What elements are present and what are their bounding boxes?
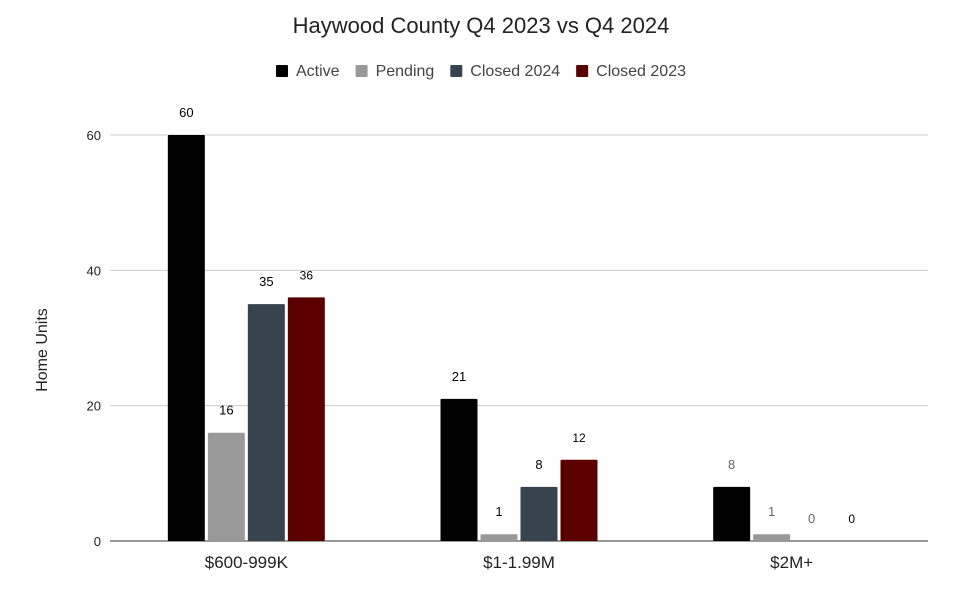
- data-label: 12: [572, 431, 586, 445]
- data-label: 8: [535, 457, 542, 472]
- data-label: 8: [728, 457, 735, 472]
- bar-active: [713, 486, 751, 541]
- data-label: 21: [452, 369, 466, 384]
- legend-label: Active: [296, 63, 340, 80]
- legend-item: Pending: [355, 63, 435, 80]
- bar-closed-2023: [287, 297, 325, 541]
- legend: Active Pending Closed 2024 Closed 2023: [276, 63, 686, 80]
- legend-swatch: [576, 65, 589, 77]
- bar-closed-2023: [560, 459, 598, 541]
- y-tick-label: 40: [87, 263, 101, 278]
- bar-pending: [480, 534, 518, 541]
- y-tick-label: 60: [87, 128, 101, 143]
- data-label: 1: [495, 504, 502, 519]
- x-tick-label: $600-999K: [205, 553, 289, 572]
- legend-item: Active: [276, 63, 340, 80]
- chart-title: Haywood County Q4 2023 vs Q4 2024: [293, 13, 670, 38]
- x-tick-label: $1-1.99M: [483, 553, 555, 572]
- legend-label: Closed 2024: [470, 63, 560, 80]
- legend-label: Pending: [376, 63, 435, 80]
- gridlines: [110, 134, 928, 542]
- data-label: 60: [179, 105, 193, 120]
- bar-pending: [207, 432, 245, 541]
- x-tick-label: $2M+: [770, 553, 813, 572]
- data-label: 16: [219, 403, 233, 418]
- y-axis-ticks: 0 20 40 60: [87, 128, 101, 549]
- bar-closed-2024: [520, 486, 558, 541]
- legend-swatch: [276, 65, 289, 77]
- data-label: 36: [300, 268, 314, 282]
- legend-item: Closed 2024: [450, 63, 560, 80]
- y-tick-label: 0: [94, 534, 101, 549]
- data-label: 0: [808, 511, 815, 526]
- y-axis-label: Home Units: [34, 308, 51, 392]
- bar-active: [167, 135, 205, 541]
- legend-swatch: [355, 65, 368, 77]
- legend-item: Closed 2023: [576, 63, 686, 80]
- bars: [167, 135, 791, 541]
- bar-closed-2024: [247, 304, 285, 541]
- data-label: 1: [768, 504, 775, 519]
- data-label: 35: [259, 274, 273, 289]
- y-tick-label: 20: [87, 399, 101, 414]
- bar-active: [440, 398, 478, 541]
- data-label: 0: [848, 512, 855, 526]
- legend-swatch: [450, 65, 463, 77]
- x-axis-ticks: $600-999K $1-1.99M $2M+: [205, 553, 813, 572]
- bar-pending: [753, 534, 791, 541]
- legend-label: Closed 2023: [596, 63, 686, 80]
- data-labels: 60 16 35 36 21 1 8 12 8 1 0 0: [179, 105, 855, 526]
